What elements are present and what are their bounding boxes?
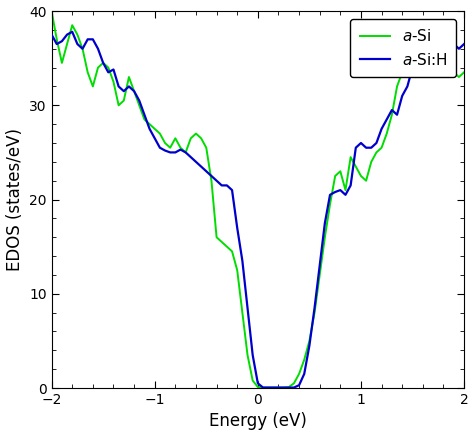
$a$-Si:H [430, 51, 436, 56]
X-axis label: Energy (eV): Energy (eV) [209, 412, 307, 430]
$a$-Si [358, 174, 364, 179]
Line: $a$-Si:H: $a$-Si:H [52, 32, 464, 388]
$a$-Si [461, 70, 467, 75]
Legend: $a$-Si, $a$-Si:H: $a$-Si, $a$-Si:H [350, 19, 456, 77]
$a$-Si:H [260, 385, 266, 390]
$a$-Si:H [363, 145, 369, 150]
$a$-Si [425, 65, 431, 70]
$a$-Si [312, 310, 318, 315]
$a$-Si [281, 385, 286, 390]
$a$-Si [389, 112, 395, 117]
$a$-Si:H [461, 41, 467, 47]
$a$-Si:H [394, 112, 400, 117]
$a$-Si:H [286, 385, 292, 390]
Line: $a$-Si: $a$-Si [52, 11, 464, 388]
Y-axis label: EDOS (states/eV): EDOS (states/eV) [6, 128, 24, 271]
$a$-Si [410, 70, 415, 75]
$a$-Si [49, 8, 55, 14]
$a$-Si:H [415, 55, 420, 61]
$a$-Si:H [69, 29, 75, 34]
$a$-Si:H [317, 263, 322, 268]
$a$-Si:H [49, 32, 55, 37]
$a$-Si [260, 385, 266, 390]
